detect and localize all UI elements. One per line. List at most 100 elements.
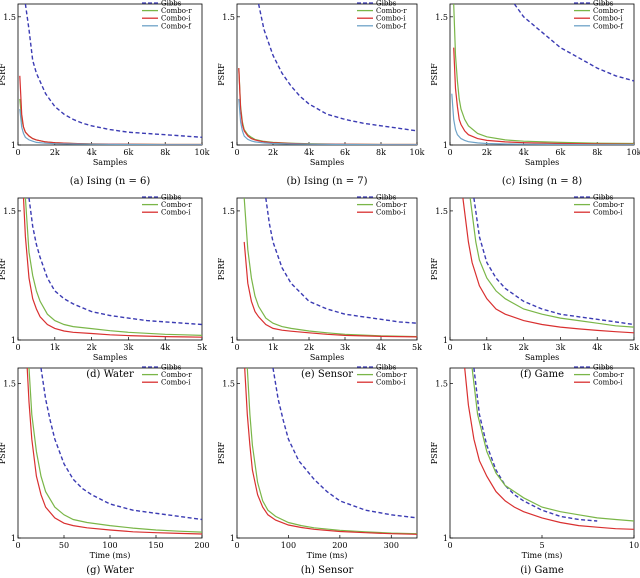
x-tick-label: 150 (148, 541, 163, 550)
panel-caption: (d) Water (86, 369, 134, 380)
x-tick-label: 8k (592, 148, 602, 157)
x-axis-label: Time (ms) (307, 551, 348, 560)
legend-label: Combo-r (376, 371, 407, 379)
panel-caption: (a) Ising (n = 6) (70, 176, 151, 187)
series-line-combo-r (19, 98, 202, 145)
legend-label: Gibbs (593, 0, 614, 8)
x-tick-label: 100 (102, 541, 117, 550)
legend-label: Combo-i (161, 15, 191, 23)
series-group (26, 368, 202, 535)
legend-label: Gibbs (161, 0, 182, 8)
legend-label: Combo-i (376, 379, 406, 387)
x-tick-label: 2k (268, 148, 278, 157)
series-group (19, 4, 202, 145)
x-tick-label: 0 (447, 148, 452, 157)
series-line-combo-r (469, 198, 634, 328)
chart-panel-5: 0 1k 2k 3k 4k 5k11.5PSRFSamplesGibbsCombo-rCo… (217, 194, 422, 381)
legend-label: Gibbs (161, 364, 182, 372)
x-tick-label: 8k (160, 148, 170, 157)
series-group (451, 4, 634, 145)
y-axis-label: PSRF (217, 257, 226, 280)
series-line-combo-i (26, 368, 202, 535)
chart-panel-1: 0 2k 4k 6k 8k 10k11.5PSRFSamplesGibbsCombo-rC… (0, 0, 210, 187)
series-line-gibbs (473, 198, 634, 326)
plot-frame (236, 197, 418, 341)
legend-label: Combo-i (593, 15, 623, 23)
y-tick-label: 1.5 (435, 379, 448, 388)
chart-panel-9: 0 5 10 1 1.5 PSRF Time (ms) GibbsCombo-rCombo-i… (430, 364, 639, 577)
series-line-combo-r (243, 198, 417, 338)
x-tick-label: 100 (281, 541, 296, 550)
panel-caption: (i) Game (520, 565, 564, 576)
chart-panel-2: 0 2k 4k 6k 8k 10k11.5PSRFSamplesGibbsCombo-rC… (217, 0, 425, 187)
x-tick-label: 6k (340, 148, 350, 157)
y-tick-label: 1.5 (435, 13, 448, 22)
series-line-combo-f (451, 93, 634, 145)
y-axis-label: PSRF (0, 257, 7, 280)
x-tick-label: 5k (629, 343, 639, 352)
chart-panel-8: 0 100 200 300 1 1.5 PSRF Time (ms) GibbsCombo-rC… (217, 364, 418, 576)
panel-caption: (f) Game (520, 369, 564, 380)
series-line-combo-r (471, 368, 634, 522)
legend-label: Combo-r (161, 7, 192, 15)
x-tick-label: 3k (555, 343, 565, 352)
x-tick-label: 3k (340, 343, 350, 352)
x-tick-label: 2k (519, 343, 529, 352)
x-tick-label: 0 (15, 148, 20, 157)
panel-caption: (b) Ising (n = 7) (286, 176, 367, 187)
series-line-combo-i (238, 68, 417, 145)
x-tick-label: 0 (234, 541, 239, 550)
series-group (464, 368, 634, 530)
x-tick-label: 6k (555, 148, 565, 157)
chart-panel-3: 0 2k 4k 6k 8k 10k11.5PSRFSamplesGibbsCombo-rC… (430, 0, 640, 187)
y-tick-label: 1.5 (222, 13, 235, 22)
y-axis-label: PSRF (430, 441, 439, 464)
y-tick-label: 1.5 (3, 13, 16, 22)
x-axis-label: Samples (93, 158, 127, 167)
plot-frame (449, 197, 635, 341)
legend-label: Combo-r (376, 201, 407, 209)
legend-label: Gibbs (161, 194, 182, 202)
chart-panel-6: 0 1k 2k 3k 4k 5k11.5PSRFSamplesGibbsCombo-rCo… (430, 194, 639, 381)
series-line-combo-r (453, 4, 634, 145)
panel-caption: (h) Sensor (301, 565, 354, 576)
series-group (243, 198, 417, 338)
series-line-combo-r (28, 368, 202, 533)
x-tick-label: 10k (409, 148, 424, 157)
series-group (244, 368, 417, 535)
legend-label: Combo-i (376, 15, 406, 23)
x-axis-label: Samples (525, 158, 559, 167)
panel-caption: (e) Sensor (301, 369, 353, 380)
legend-label: Combo-f (593, 22, 624, 30)
x-tick-label: 1k (482, 343, 492, 352)
legend-label: Combo-i (593, 209, 623, 217)
x-tick-label: 2k (50, 148, 60, 157)
legend-label: Combo-r (161, 201, 192, 209)
y-tick-label: 1.5 (435, 207, 448, 216)
y-tick-label: 1 (443, 336, 448, 345)
x-tick-label: 4k (87, 148, 97, 157)
series-line-gibbs (40, 368, 202, 521)
series-line-combo-i (243, 241, 417, 338)
x-tick-label: 300 (384, 541, 399, 550)
y-axis-label: PSRF (0, 441, 7, 464)
y-tick-label: 1 (11, 141, 16, 150)
x-tick-label: 4k (519, 148, 529, 157)
y-axis-label: PSRF (0, 63, 7, 86)
plot-frame (17, 197, 203, 341)
series-line-gibbs (473, 368, 598, 522)
x-tick-label: 2k (304, 343, 314, 352)
panel-caption: (g) Water (86, 565, 134, 576)
x-tick-label: 1k (268, 343, 278, 352)
series-group (462, 198, 634, 334)
legend-label: Gibbs (593, 194, 614, 202)
chart-panel-4: 0 1k 2k 3k 4k 5k11.5PSRFSamplesGibbsCombo-rCo… (0, 194, 207, 381)
x-tick-label: 5k (197, 343, 207, 352)
x-tick-label: 6k (123, 148, 133, 157)
legend-label: Combo-r (376, 7, 407, 15)
x-tick-label: 0 (15, 343, 20, 352)
x-tick-label: 4k (376, 343, 386, 352)
series-line-combo-i (464, 368, 634, 530)
y-tick-label: 1.5 (222, 207, 235, 216)
